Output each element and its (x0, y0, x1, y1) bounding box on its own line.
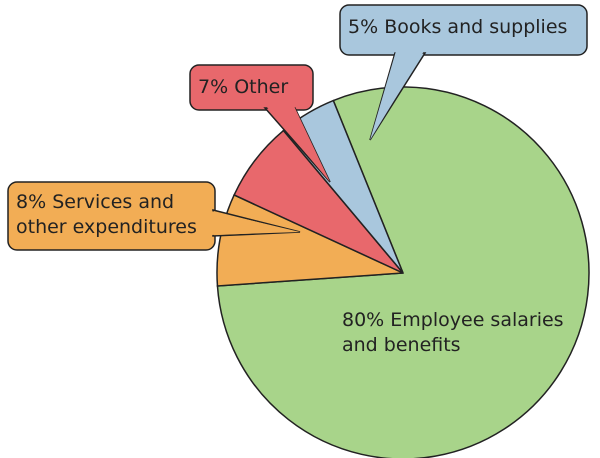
callout-join (370, 51, 424, 140)
slice-label: 80% Employee salaries and benefits (342, 308, 582, 358)
slice-label: 5% Books and supplies (348, 15, 588, 40)
value-label: 5% (348, 16, 379, 38)
value-label: 8% (16, 191, 47, 213)
callout-join (211, 211, 300, 235)
callout-box (189, 64, 314, 111)
callout-box (339, 4, 588, 56)
slice-label: 8% Services and other expenditures (16, 190, 216, 240)
pie-slice (216, 193, 404, 287)
value-label: 7% (198, 76, 229, 98)
value-label: 80% (342, 309, 385, 331)
pie-slice (282, 99, 404, 274)
category-label: Services and other expenditures (16, 191, 197, 238)
category-label: Other (234, 76, 289, 98)
callout-join (266, 106, 330, 182)
category-label: Employee salaries and benefits (342, 309, 564, 356)
category-label: Books and supplies (384, 16, 568, 38)
slice-label: 7% Other (198, 75, 318, 100)
